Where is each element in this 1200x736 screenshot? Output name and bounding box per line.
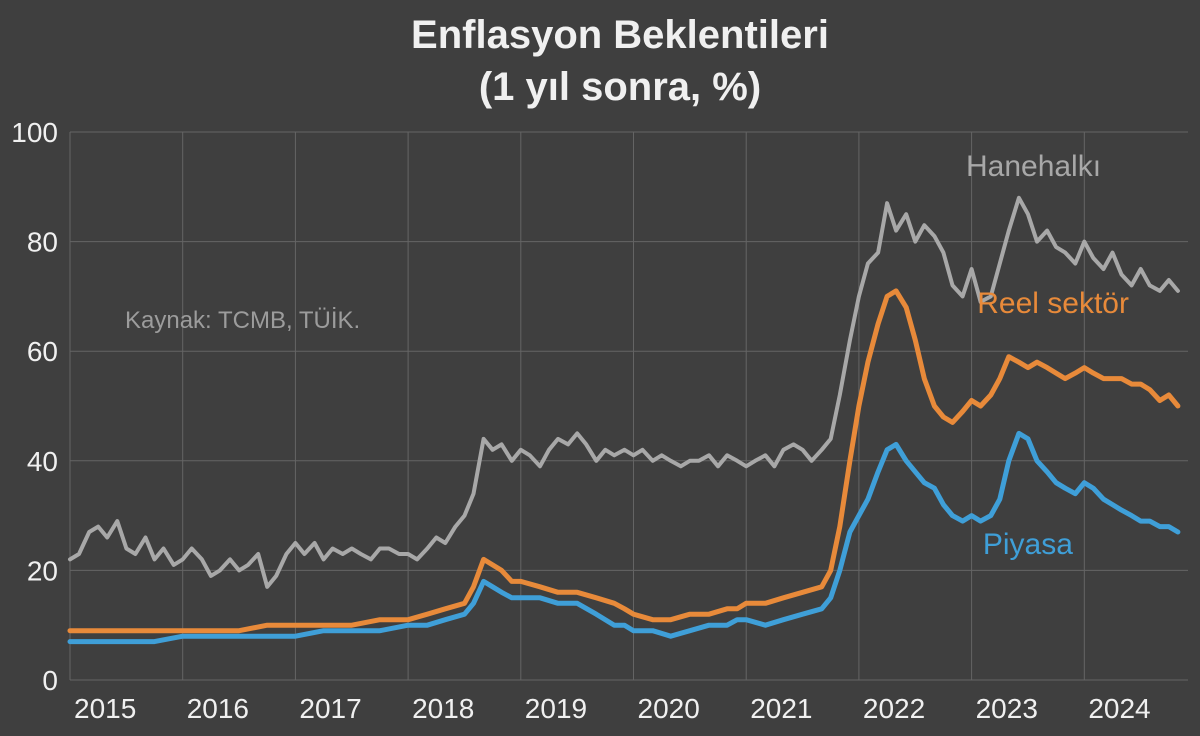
- x-tick-label: 2016: [187, 693, 249, 724]
- x-tick-label: 2024: [1088, 693, 1150, 724]
- x-tick-label: 2023: [976, 693, 1038, 724]
- y-tick-label: 100: [11, 117, 58, 148]
- series-label-Hanehalkı: Hanehalkı: [966, 150, 1101, 183]
- x-tick-label: 2019: [525, 693, 587, 724]
- y-tick-label: 40: [27, 446, 58, 477]
- x-tick-label: 2015: [74, 693, 136, 724]
- y-tick-label: 0: [42, 665, 58, 696]
- series-label-Piyasa: Piyasa: [983, 528, 1073, 561]
- x-tick-label: 2022: [863, 693, 925, 724]
- y-tick-label: 20: [27, 555, 58, 586]
- series-label-Reel sektör: Reel sektör: [977, 287, 1129, 320]
- x-tick-label: 2020: [638, 693, 700, 724]
- inflation-expectations-chart: 0 20 40 60 80 100 2015 2016 2017 2018 2019 2020 2021…: [0, 0, 1200, 736]
- chart-svg: 0 20 40 60 80 100 2015 2016 2017 2018 2019 2020 2021…: [0, 0, 1200, 736]
- chart-background: [0, 0, 1200, 736]
- x-tick-label: 2017: [299, 693, 361, 724]
- chart-title-line2: (1 yıl sonra, %): [479, 65, 761, 109]
- x-tick-label: 2018: [412, 693, 474, 724]
- y-tick-label: 80: [27, 227, 58, 258]
- source-caption: Kaynak: TCMB, TÜİK.: [125, 307, 360, 334]
- chart-title-line1: Enflasyon Beklentileri: [411, 13, 829, 57]
- x-tick-label: 2021: [750, 693, 812, 724]
- y-tick-label: 60: [27, 336, 58, 367]
